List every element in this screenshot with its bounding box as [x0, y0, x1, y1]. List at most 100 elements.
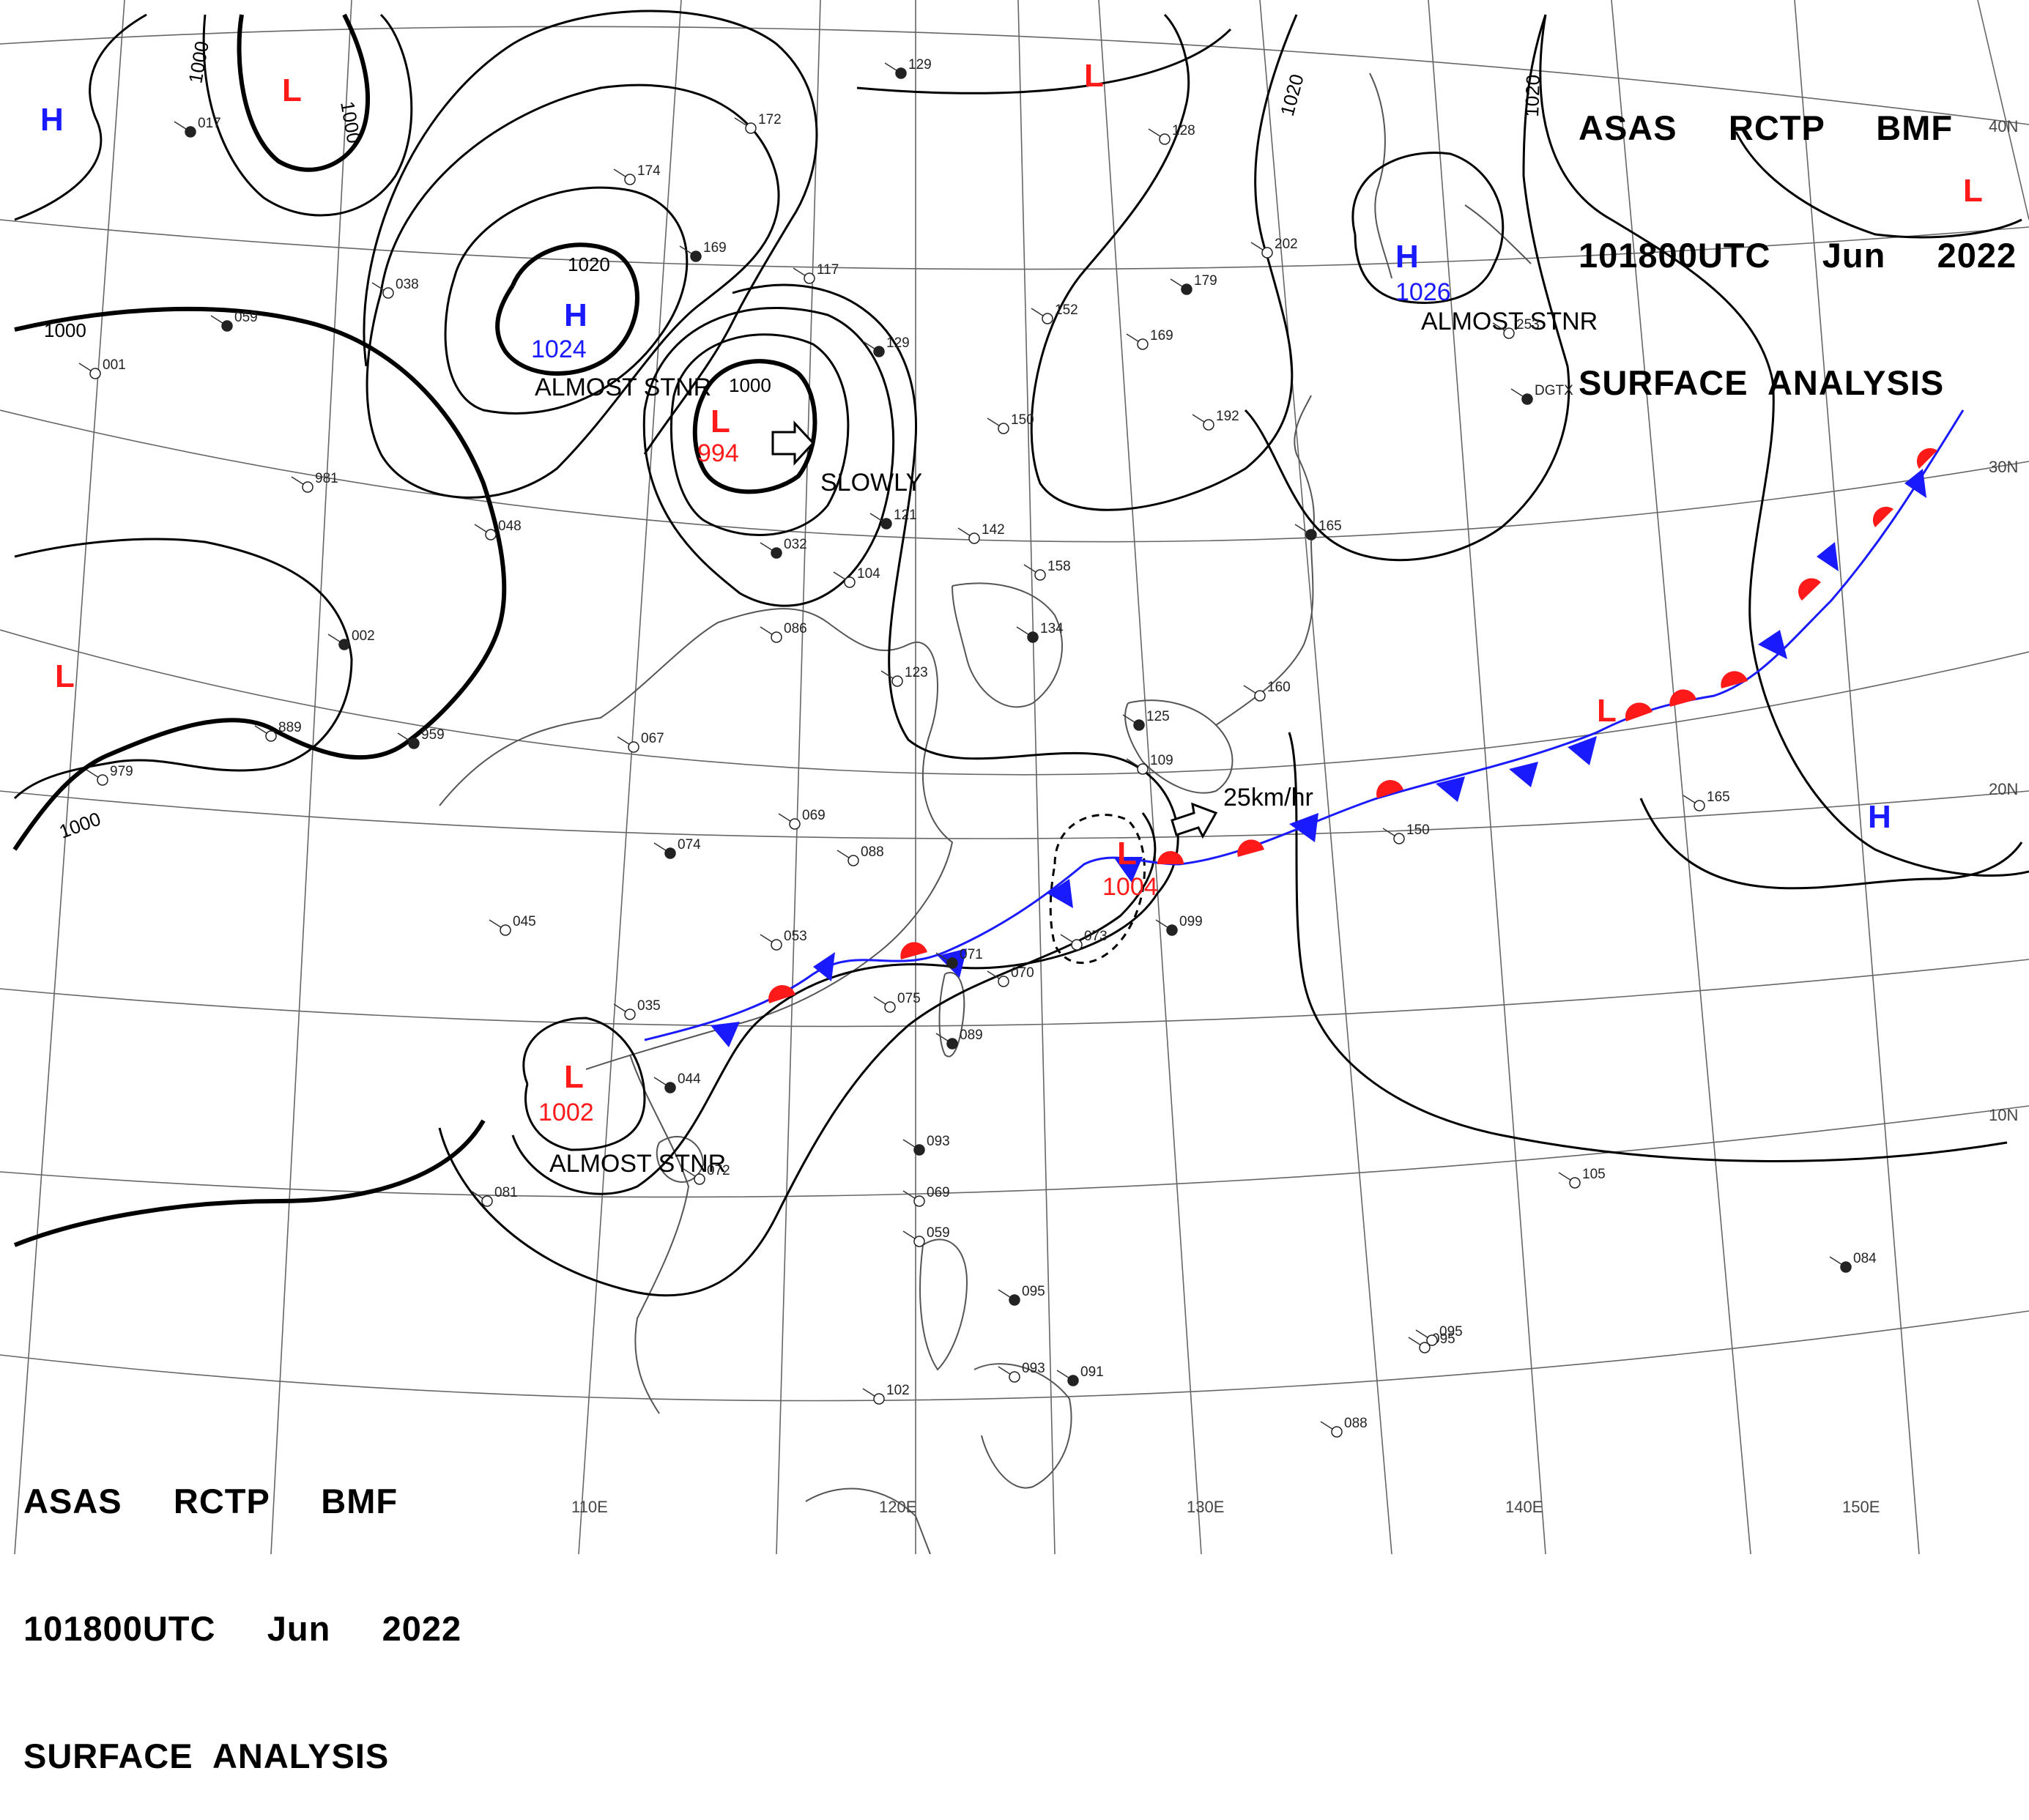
station-pressure: 169: [1150, 328, 1173, 343]
station-marker: [265, 730, 277, 742]
station-marker: [221, 320, 233, 332]
header-line-3: SURFACE ANALYSIS: [23, 1737, 390, 1775]
station-plot: 150: [987, 412, 1034, 434]
cold-front-barb: [813, 952, 835, 981]
station-pressure: 981: [315, 471, 338, 486]
warm-front-bump: [1625, 702, 1652, 721]
station-marker: [1569, 1177, 1581, 1189]
station-plot: 072: [683, 1163, 730, 1185]
station-marker: [664, 1082, 676, 1093]
station-marker: [1331, 1426, 1343, 1438]
station-plot: 142: [957, 522, 1005, 544]
isobar-label: 1000: [729, 374, 771, 396]
station-pressure: 169: [703, 240, 727, 256]
warm-front-bump: [1237, 839, 1264, 857]
lon-label: 130E: [1187, 1498, 1224, 1516]
station-pressure: 045: [513, 914, 536, 929]
station-plot: 088: [837, 844, 884, 866]
station-pressure: 174: [637, 163, 661, 179]
motion-arrows: [771, 420, 1218, 839]
station-plot: 075: [873, 991, 921, 1013]
station-pressure: 095: [1439, 1324, 1463, 1340]
station-pressure: 075: [897, 991, 921, 1006]
station-plot: DGTX: [1510, 383, 1573, 405]
station-marker: [771, 939, 782, 951]
station-plot: 172: [734, 112, 782, 134]
station-pressure: 088: [1344, 1416, 1368, 1431]
meridian-115e: [776, 0, 821, 1554]
station-pressure: 071: [960, 947, 983, 962]
lon-label: 140E: [1505, 1498, 1543, 1516]
station-plot: 134: [1016, 621, 1064, 643]
station-pressure: 048: [498, 519, 522, 534]
warm-front-semicircles: [768, 447, 1937, 1003]
low-center-letter: L: [564, 1059, 584, 1095]
parallel-40n: [0, 26, 2029, 125]
station-plot: 253: [1492, 317, 1540, 339]
isobar-west-1000: [12, 306, 507, 851]
station-pressure: 099: [1179, 914, 1203, 929]
station-plot: 002: [327, 628, 375, 650]
meridian-135e: [1259, 0, 1392, 1554]
station-plot: 095: [1408, 1331, 1455, 1353]
station-pressure: 158: [1047, 559, 1071, 574]
cold-front-barb: [1509, 762, 1538, 787]
station-pressure: 150: [1406, 822, 1430, 838]
motion-arrow-slowly: [771, 420, 815, 466]
station-pressure: 104: [857, 566, 880, 582]
isobar-east-1012: [1288, 732, 2008, 1162]
high-center-pressure: 1026: [1395, 278, 1451, 306]
parallel-15n: [0, 959, 2029, 1028]
station-pressure: 125: [1146, 709, 1170, 724]
parallel-10n: [0, 1105, 2029, 1198]
coast-hainan: [656, 1135, 705, 1183]
parallel-20n: [0, 790, 2029, 839]
station-marker: [89, 368, 101, 379]
station-plot: 099: [1155, 914, 1203, 936]
cold-front-barb: [1047, 879, 1073, 908]
low-center-letter: L: [1963, 173, 1983, 209]
isobar-label: 1000: [44, 319, 86, 341]
coast-japan-honshu: [1215, 395, 1315, 726]
station-pressure: 044: [678, 1071, 701, 1087]
isobar-west-bottom: [13, 1119, 486, 1247]
station-pressure: 002: [352, 628, 375, 644]
station-pressure: 105: [1582, 1167, 1606, 1182]
cold-front-barb: [1904, 469, 1926, 498]
station-marker: [1181, 283, 1192, 295]
station-pressure: 109: [1150, 753, 1173, 768]
station-marker: [880, 518, 892, 530]
station-marker: [97, 774, 108, 786]
station-marker: [998, 976, 1009, 987]
station-marker: [624, 1009, 636, 1020]
station-plot: 129: [884, 57, 932, 79]
station-pressure: 086: [784, 621, 807, 636]
station-plot: 123: [880, 665, 928, 687]
station-marker: [1137, 338, 1149, 350]
station-marker: [1426, 1334, 1438, 1346]
station-pressure: DGTX: [1535, 383, 1573, 398]
isobar-north-big: [366, 83, 780, 499]
station-plot: 150: [1382, 822, 1430, 844]
isobar-ne-corner: [1735, 131, 2022, 239]
lon-label: 150E: [1842, 1498, 1880, 1516]
lat-label: 40N: [1989, 117, 2018, 135]
station-plot: 125: [1122, 709, 1170, 731]
station-plot: 059: [210, 310, 258, 332]
station-plot: 152: [1031, 302, 1078, 324]
isobar-east-high-1026: [1351, 152, 1505, 304]
station-marker: [302, 481, 314, 493]
pressure-systems: H 1024 L 994 H 1026 L 1004 L 1002 H L L …: [40, 58, 1983, 1126]
stationary-front: [644, 409, 1965, 1047]
station-plot: 109: [1126, 753, 1173, 775]
station-pressure: 081: [494, 1185, 518, 1200]
isobar-low-ring2: [642, 306, 895, 607]
isobar-label: 1020: [568, 253, 610, 275]
station-pressure: 069: [802, 808, 826, 823]
station-pressure: 121: [894, 508, 917, 523]
cold-front-barb: [1113, 857, 1143, 883]
station-pressure: 067: [641, 731, 664, 746]
station-marker: [873, 1393, 885, 1405]
isobar-central-1008: [511, 283, 1179, 1195]
station-pressure: 093: [1022, 1361, 1045, 1376]
